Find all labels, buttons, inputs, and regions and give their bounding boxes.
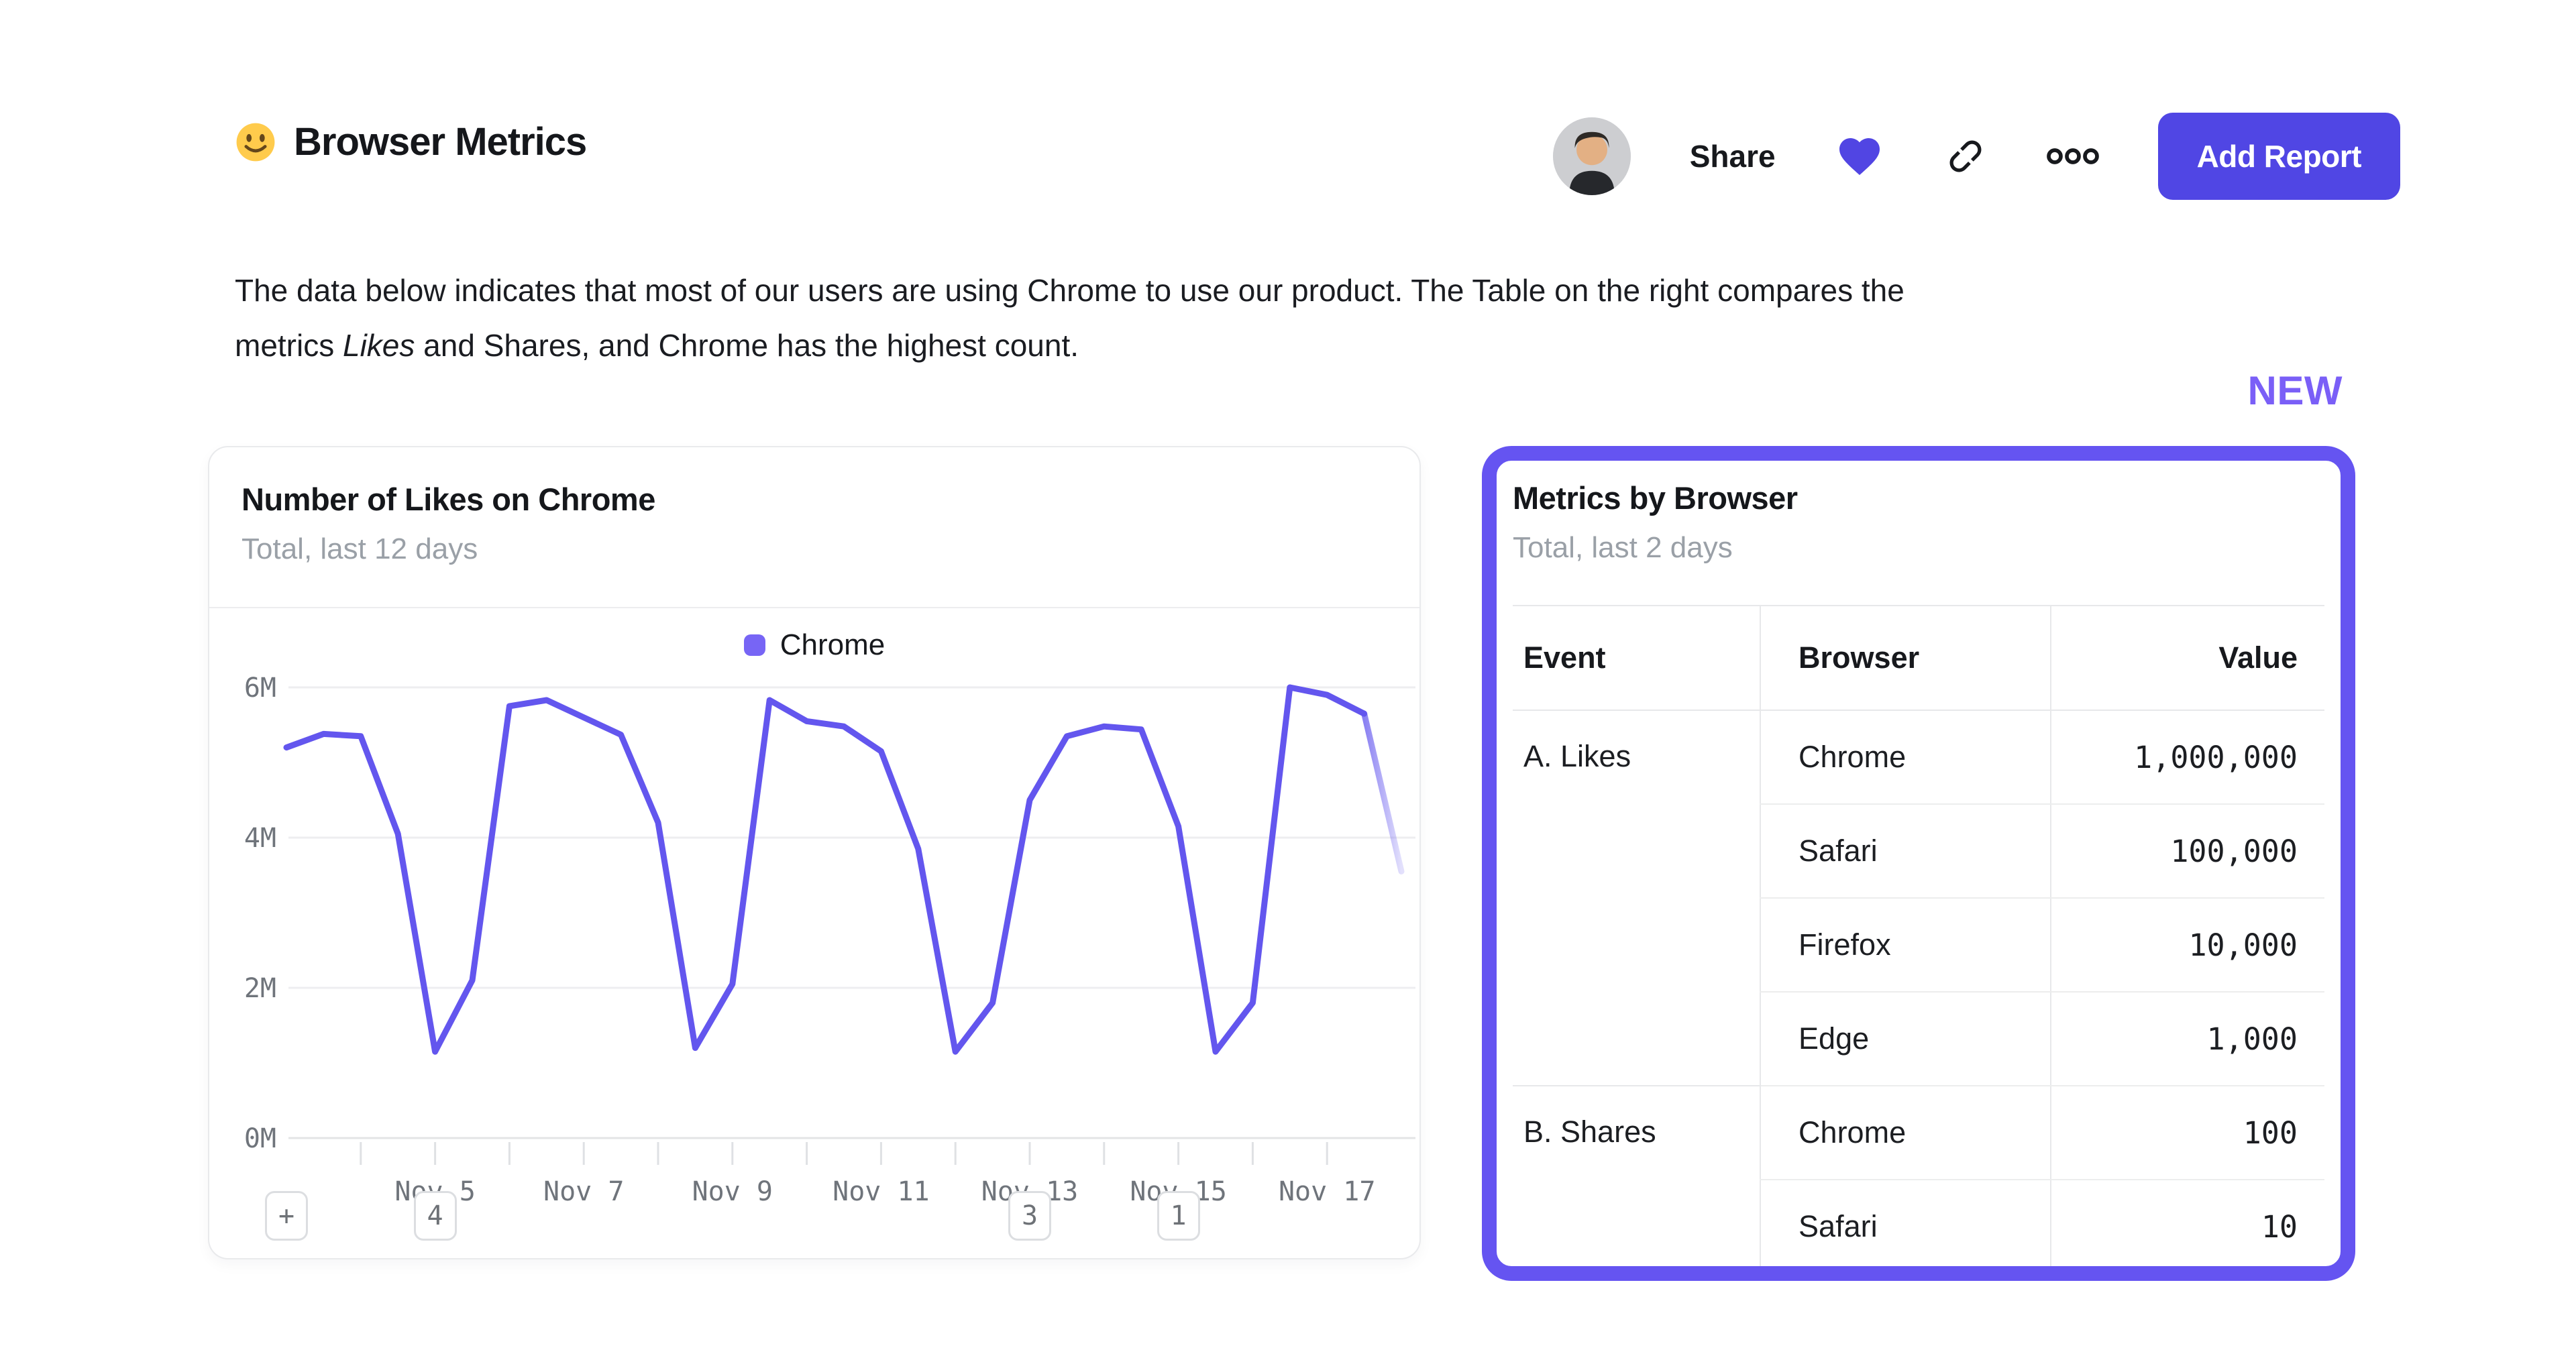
heart-icon[interactable] xyxy=(1835,134,1884,178)
table-row: B. Shares Chrome 100 xyxy=(1513,1086,2324,1266)
table-card-header: Metrics by Browser Total, last 2 days xyxy=(1497,461,2341,565)
x-axis-label: Nov 17 xyxy=(1279,1176,1376,1207)
table-card-subtitle: Total, last 2 days xyxy=(1513,531,1733,564)
add-report-button[interactable]: Add Report xyxy=(2157,113,2400,200)
report-title-group: Browser Metrics xyxy=(235,119,587,164)
legend-label-chrome: Chrome xyxy=(780,628,885,661)
y-axis-label: 0M xyxy=(244,1123,276,1154)
browser-cell: Safari xyxy=(1760,804,2051,899)
avatar[interactable] xyxy=(1552,117,1631,195)
event-cell: B. Shares xyxy=(1513,1086,1761,1266)
column-header-event: Event xyxy=(1513,605,1761,711)
description-line-2: metrics Likes and Shares, and Chrome has… xyxy=(235,328,1079,363)
x-axis-label: Nov 11 xyxy=(833,1176,930,1207)
table-header-row: Event Browser Value xyxy=(1513,605,2324,711)
value-cell: 10,000 xyxy=(2050,898,2324,993)
y-axis-label: 6M xyxy=(244,673,276,703)
header-actions: Share Add Report xyxy=(1552,113,2400,200)
chart-card-subtitle: Total, last 12 days xyxy=(241,532,478,565)
value-cell: 10 xyxy=(2050,1180,2324,1266)
browser-cell: Safari xyxy=(1760,1180,2051,1266)
x-axis-label: Nov 7 xyxy=(543,1176,624,1207)
value-cell: 1,000 xyxy=(2050,992,2324,1086)
y-axis-label: 2M xyxy=(244,973,276,1004)
browser-cell: Firefox xyxy=(1760,898,2051,993)
legend-swatch-chrome xyxy=(743,634,765,656)
annotation-count-chip[interactable]: 4 xyxy=(413,1191,457,1241)
page-title: Browser Metrics xyxy=(294,120,587,164)
chart-card-header: Number of Likes on Chrome Total, last 12… xyxy=(209,447,1419,608)
table-row: Firefox 10,000 xyxy=(1513,898,2324,993)
column-header-value: Value xyxy=(2050,605,2324,711)
link-icon[interactable] xyxy=(1943,134,1988,178)
event-cell: A. Likes xyxy=(1513,710,1761,1086)
share-button[interactable]: Share xyxy=(1689,139,1776,174)
table-row: Safari 10 xyxy=(1513,1180,2324,1266)
add-annotation-chip[interactable]: + xyxy=(265,1191,308,1241)
column-header-browser: Browser xyxy=(1760,605,2051,711)
chart-card: Number of Likes on Chrome Total, last 12… xyxy=(208,446,1421,1259)
smiley-emoji-icon xyxy=(235,121,276,163)
browser-cell: Edge xyxy=(1760,992,2051,1086)
more-options-icon[interactable] xyxy=(2046,146,2099,166)
table-row: A. Likes Chrome 1,000,000 xyxy=(1513,710,2324,1086)
value-cell: 100 xyxy=(2050,1086,2324,1180)
browser-cell: Chrome xyxy=(1760,1086,2051,1180)
chart-card-title: Number of Likes on Chrome xyxy=(241,482,655,517)
browser-cell: Chrome xyxy=(1760,710,2051,805)
chrome-series-line-faded xyxy=(1361,710,1405,874)
x-axis-label: Nov 9 xyxy=(692,1176,773,1207)
table-row: Safari 100,000 xyxy=(1513,804,2324,899)
value-cell: 1,000,000 xyxy=(2050,710,2324,805)
annotation-count-chip[interactable]: 1 xyxy=(1157,1191,1200,1241)
y-axis-label: 4M xyxy=(244,823,276,854)
new-badge: NEW xyxy=(2247,368,2343,413)
annotation-count-chip[interactable]: 3 xyxy=(1008,1191,1051,1241)
chart-legend[interactable]: Chrome xyxy=(209,628,1419,662)
value-cell: 100,000 xyxy=(2050,804,2324,899)
table-card-title: Metrics by Browser xyxy=(1513,480,1798,516)
chrome-series-line xyxy=(283,684,1368,1055)
table-row: Edge 1,000 xyxy=(1513,992,2324,1086)
metrics-table: Event Browser Value A. Likes Chrome 1,000,… xyxy=(1513,605,2324,1266)
description-line-1: The data below indicates that most of ou… xyxy=(235,273,1904,308)
report-description: The data below indicates that most of ou… xyxy=(235,263,2435,373)
metrics-table-card: Metrics by Browser Total, last 2 days Ev… xyxy=(1482,446,2355,1281)
